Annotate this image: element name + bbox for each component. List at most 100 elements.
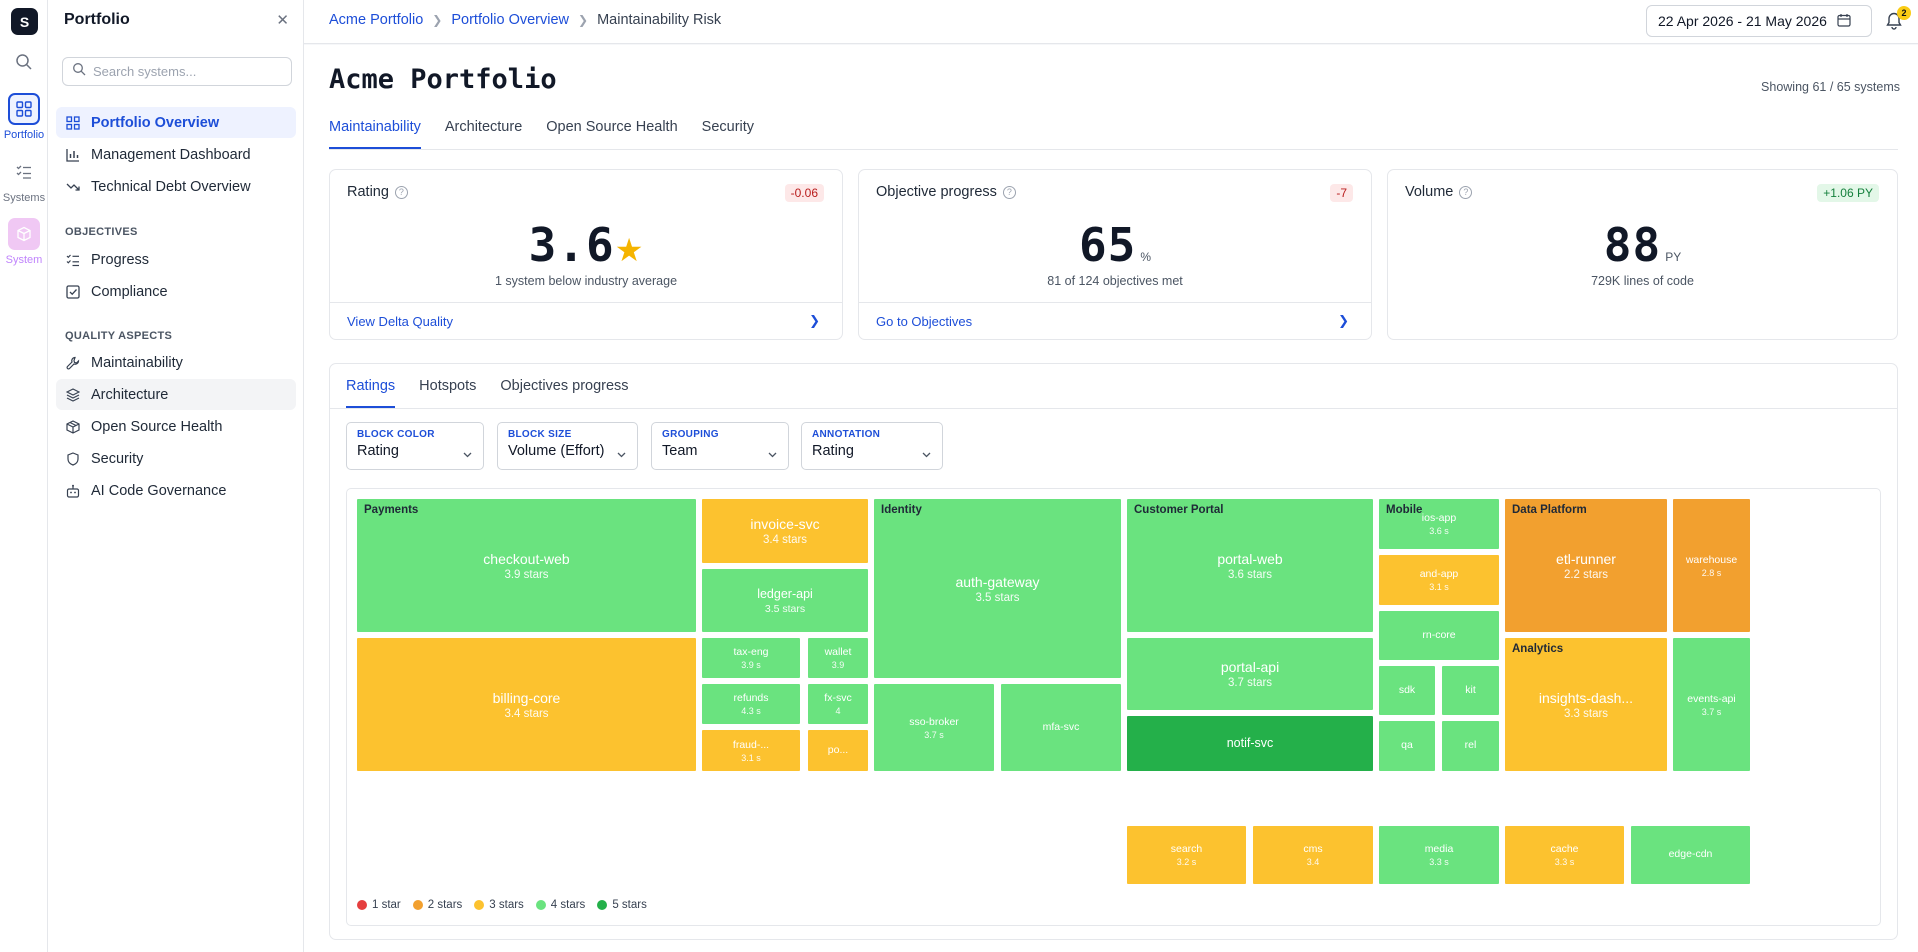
sidebar-item-progress[interactable]: Progress: [56, 244, 296, 275]
notification-badge: 2: [1897, 6, 1911, 20]
tile-portal-api[interactable]: portal-api 3.7 stars: [1127, 638, 1373, 710]
ratings-treemap: checkout-web 3.9 stars Payments billing-c…: [346, 488, 1881, 926]
breadcrumb-portfolio-overview[interactable]: Portfolio Overview: [451, 12, 570, 28]
top-bar: Acme Portfolio ❯ Portfolio Overview ❯ Ma…: [304, 0, 1918, 44]
view-delta-quality-link[interactable]: View Delta Quality ❯: [330, 302, 842, 339]
tile-media[interactable]: media 3.3 s: [1379, 826, 1499, 884]
kpi-subtext: 81 of 124 objectives met: [1047, 274, 1183, 288]
legend-label: 1 star: [372, 899, 401, 911]
tile-billing-core[interactable]: billing-core 3.4 stars: [357, 638, 696, 771]
tab-objectives-progress[interactable]: Objectives progress: [500, 378, 629, 394]
rail-item-system[interactable]: System: [0, 218, 48, 266]
tile-kit[interactable]: kit: [1442, 666, 1499, 715]
bell-icon[interactable]: 2: [1884, 6, 1911, 33]
tile-stars: 3.7 s: [1701, 706, 1722, 717]
kpi-label-text: Volume: [1405, 184, 1454, 200]
search-input[interactable]: [93, 64, 283, 79]
tile-sso-broker[interactable]: sso-broker 3.7 s: [874, 684, 994, 771]
block-size-select[interactable]: BLOCK SIZE Volume (Effort): [497, 422, 638, 470]
sidebar-item-architecture[interactable]: Architecture: [56, 379, 296, 410]
tile-stars: 3.5 stars: [764, 602, 806, 615]
tile-search[interactable]: search 3.2 s: [1127, 826, 1246, 884]
tile-stars: 3.9 stars: [504, 568, 549, 581]
tile-etl-runner[interactable]: etl-runner 2.2 stars: [1505, 499, 1667, 632]
tile-insights-dash[interactable]: insights-dash... 3.3 stars: [1505, 638, 1667, 771]
tile-fx-svc[interactable]: fx-svc 4: [808, 684, 868, 724]
rail-item-label: System: [5, 254, 43, 266]
tile-name: etl-runner: [1556, 550, 1616, 567]
legend-label: 3 stars: [489, 899, 524, 911]
close-icon[interactable]: ✕: [276, 12, 289, 29]
breadcrumb-acme-portfolio[interactable]: Acme Portfolio: [329, 12, 424, 28]
group-label-analytics: Analytics: [1512, 643, 1564, 655]
rail-item-systems[interactable]: Systems: [0, 156, 48, 204]
tab-open-source-health[interactable]: Open Source Health: [546, 119, 678, 135]
select-label: BLOCK COLOR: [357, 429, 435, 440]
tile-cache[interactable]: cache 3.3 s: [1505, 826, 1624, 884]
tile-cms[interactable]: cms 3.4: [1253, 826, 1373, 884]
help-icon[interactable]: ?: [1002, 185, 1016, 199]
block-color-select[interactable]: BLOCK COLOR Rating: [346, 422, 484, 470]
go-to-objectives-link[interactable]: Go to Objectives ❯: [859, 302, 1371, 339]
tile-stars: 3.4 stars: [762, 534, 808, 546]
tab-security[interactable]: Security: [701, 119, 755, 135]
sidebar-item-open-source-health[interactable]: Open Source Health: [56, 411, 296, 442]
tile-po[interactable]: po...: [808, 730, 868, 771]
kpi-unit: PY: [1665, 250, 1682, 264]
sidebar-item-technical-debt-overview[interactable]: Technical Debt Overview: [56, 171, 296, 202]
sidebar-item-portfolio-overview[interactable]: Portfolio Overview: [56, 107, 296, 138]
tile-fraud[interactable]: fraud-... 3.1 s: [702, 730, 800, 771]
annotation-select[interactable]: ANNOTATION Rating: [801, 422, 943, 470]
tile-rel[interactable]: rel: [1442, 721, 1499, 771]
tile-sdk[interactable]: sdk: [1379, 666, 1435, 715]
sidebar-item-compliance[interactable]: Compliance: [56, 276, 296, 307]
tile-notif-svc[interactable]: notif-svc: [1127, 716, 1373, 771]
sidebar-item-security[interactable]: Security: [56, 443, 296, 474]
app-logo[interactable]: S: [11, 8, 38, 35]
help-icon[interactable]: ?: [394, 185, 408, 199]
tile-warehouse[interactable]: warehouse 2.8 s: [1673, 499, 1750, 632]
search-icon: [72, 62, 86, 81]
kpi-value: 88 PY: [1388, 218, 1897, 272]
tile-stars: 3.7 stars: [1227, 677, 1273, 689]
select-label: ANNOTATION: [812, 429, 881, 440]
tile-qa[interactable]: qa: [1379, 721, 1435, 771]
tile-rn-core[interactable]: rn-core: [1379, 611, 1499, 660]
tile-checkout-web[interactable]: checkout-web 3.9 stars: [357, 499, 696, 632]
chevron-right-icon: ❯: [432, 13, 443, 27]
sidebar-item-management-dashboard[interactable]: Management Dashboard: [56, 139, 296, 170]
tile-refunds[interactable]: refunds 4.3 s: [702, 684, 800, 724]
grouping-select[interactable]: GROUPING Team: [651, 422, 789, 470]
tile-name: sso-broker: [909, 715, 959, 728]
tile-invoice-svc[interactable]: invoice-svc 3.4 stars: [702, 499, 868, 563]
tile-wallet[interactable]: wallet 3.9: [808, 638, 868, 678]
rail-item-label: Portfolio: [3, 129, 45, 141]
chevron-right-icon: ❯: [578, 13, 589, 27]
tile-auth-gateway[interactable]: auth-gateway 3.5 stars: [874, 499, 1121, 678]
tile-name: cms: [1303, 843, 1323, 855]
tile-and-app[interactable]: and-app 3.1 s: [1379, 555, 1499, 605]
tab-ratings[interactable]: Ratings: [346, 364, 396, 408]
search-icon[interactable]: [14, 52, 34, 72]
tile-edge-cdn[interactable]: edge-cdn: [1631, 826, 1750, 884]
date-range-picker[interactable]: 22 Apr 2026 - 21 May 2026: [1646, 5, 1872, 37]
kpi-subtext: 1 system below industry average: [494, 274, 678, 288]
sidebar-item-ai-code-governance[interactable]: AI Code Governance: [56, 475, 296, 506]
tile-name: warehouse: [1685, 553, 1738, 566]
tab-hotspots[interactable]: Hotspots: [419, 378, 477, 394]
tile-stars: 4.3 s: [741, 706, 761, 716]
tile-tax-eng[interactable]: tax-eng 3.9 s: [702, 638, 800, 678]
tile-events-api[interactable]: events-api 3.7 s: [1673, 638, 1750, 771]
tab-architecture[interactable]: Architecture: [444, 119, 523, 135]
sidebar-item-maintainability[interactable]: Maintainability: [56, 347, 296, 378]
chevron-down-icon: [616, 447, 627, 465]
tile-ledger-api[interactable]: ledger-api 3.5 stars: [702, 569, 868, 632]
rail-item-portfolio[interactable]: Portfolio: [0, 93, 48, 141]
help-icon[interactable]: ?: [1459, 185, 1473, 199]
kpi-link-label: Go to Objectives: [876, 313, 973, 329]
tile-name: ios-app: [1421, 512, 1457, 524]
tab-maintainability[interactable]: Maintainability: [329, 117, 421, 149]
tile-ios-app[interactable]: ios-app 3.6 s: [1379, 499, 1499, 549]
tile-mfa-svc[interactable]: mfa-svc: [1001, 684, 1121, 771]
tile-portal-web[interactable]: portal-web 3.6 stars: [1127, 499, 1373, 632]
